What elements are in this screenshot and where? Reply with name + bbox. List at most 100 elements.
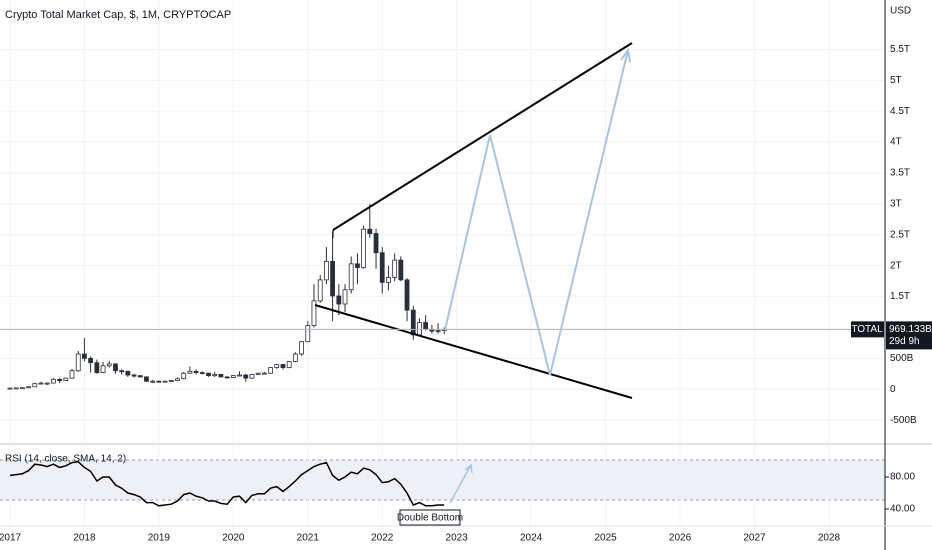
candle-body [181, 372, 187, 380]
candle-body [7, 387, 13, 390]
candle-body [392, 259, 398, 278]
x-tick-label: 2020 [222, 533, 245, 544]
candle-body [323, 260, 329, 281]
rsi-tick-label: 40.00 [890, 504, 915, 515]
projection-path [444, 49, 629, 376]
candle-body [119, 370, 125, 373]
y-tick-label: 2T [890, 260, 902, 271]
candle-body [417, 322, 422, 336]
candle-body [243, 374, 249, 379]
x-tick-label: 2017 [0, 533, 22, 544]
rsi-band [0, 460, 885, 500]
symbol-tag [851, 321, 884, 338]
candle-body [261, 372, 267, 375]
candle-body [330, 260, 335, 297]
candle-body [224, 376, 230, 379]
x-tick-label: 2027 [743, 533, 766, 544]
candle-body [150, 380, 156, 383]
rsi-tick-label: 80.00 [890, 472, 915, 483]
price-axis-unit: USD [890, 6, 911, 17]
marks [7, 203, 447, 507]
last-price-label: 969.133B [889, 324, 932, 335]
x-tick-label: 2024 [520, 533, 543, 544]
candle-body [218, 374, 224, 378]
candle-body [13, 387, 19, 390]
candle-body [57, 378, 63, 381]
candle-body [20, 387, 25, 390]
candle-body [280, 364, 286, 369]
candle-body [292, 353, 298, 362]
candle-body [274, 364, 280, 369]
trend-line [332, 42, 633, 231]
candle-body [206, 372, 211, 377]
candle-body [367, 228, 373, 234]
candle-body [44, 382, 50, 385]
candle-body [32, 383, 38, 388]
candle-body [268, 367, 273, 374]
candle-body [410, 309, 416, 336]
candle-body [423, 322, 429, 330]
y-tick-label: 2.5T [890, 229, 910, 240]
candle-body [131, 374, 137, 377]
candle-body [355, 263, 360, 268]
y-tick-label: 5.5T [890, 44, 910, 55]
candle-body [342, 289, 348, 305]
candle-body [26, 386, 31, 389]
y-tick-label: 3.5T [890, 168, 910, 179]
candle-body [286, 361, 292, 369]
rsi-line [9, 461, 445, 507]
candle-body [168, 380, 174, 382]
x-tick-label: 2025 [594, 533, 617, 544]
x-tick-label: 2021 [297, 533, 320, 544]
candle-body [187, 370, 193, 374]
y-tick-label: 500B [890, 353, 914, 364]
candle-body [398, 259, 404, 281]
y-tick-label: 4.5T [890, 106, 910, 117]
candle-body [199, 372, 205, 374]
candle-body [63, 377, 69, 381]
candle-body [404, 279, 410, 311]
candle-body [82, 353, 87, 359]
candle-body [249, 374, 255, 379]
x-tick-label: 2023 [446, 533, 469, 544]
candle-body [305, 325, 311, 343]
candle-body [162, 380, 168, 383]
candle-body [311, 300, 317, 327]
candle-body [361, 228, 367, 268]
candle-body [379, 252, 385, 283]
y-tick-label: -500B [890, 415, 917, 426]
candle-body [230, 375, 236, 378]
trend-line [314, 304, 633, 399]
candle-body [193, 370, 199, 373]
candle-body [317, 279, 323, 302]
y-tick-label: 3T [890, 199, 902, 210]
candle-body [94, 362, 100, 373]
annotation-box [399, 509, 461, 526]
candle-body [113, 363, 118, 372]
last-price-tag [886, 321, 932, 350]
annotation: Double Bottom [397, 513, 463, 524]
chart-title: Crypto Total Market Cap, $, 1M, CRYPTOCA… [5, 9, 231, 21]
x-tick-label: 2026 [669, 533, 692, 544]
candle-body [255, 372, 261, 375]
candle-body [237, 374, 242, 377]
y-tick-label: 1.5T [890, 291, 910, 302]
rsi-label: RSI (14, close, SMA, 14, 2) [5, 454, 126, 465]
x-tick-label: 2019 [148, 533, 171, 544]
x-tick-label: 2018 [73, 533, 96, 544]
candle-body [386, 277, 391, 283]
rsi-arrowhead [464, 463, 473, 474]
candle-body [156, 380, 162, 383]
countdown-label: 29d 9h [889, 336, 920, 347]
candle-body [144, 376, 149, 382]
y-tick-label: 5T [890, 75, 902, 86]
candle-body [299, 341, 305, 355]
candle-body [50, 378, 56, 384]
candle-body [137, 375, 143, 378]
candle-body [336, 295, 342, 305]
rsi-arrow [449, 464, 472, 504]
y-tick-label: 4T [890, 137, 902, 148]
y-tick-label: 0 [890, 384, 896, 395]
